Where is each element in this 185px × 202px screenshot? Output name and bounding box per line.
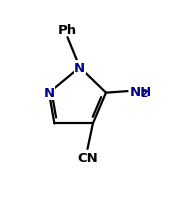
Text: NH: NH xyxy=(130,85,152,98)
Text: N: N xyxy=(43,87,55,100)
Text: 2: 2 xyxy=(140,89,147,99)
Text: Ph: Ph xyxy=(58,24,77,37)
Text: CN: CN xyxy=(77,152,98,164)
Text: N: N xyxy=(74,61,85,74)
